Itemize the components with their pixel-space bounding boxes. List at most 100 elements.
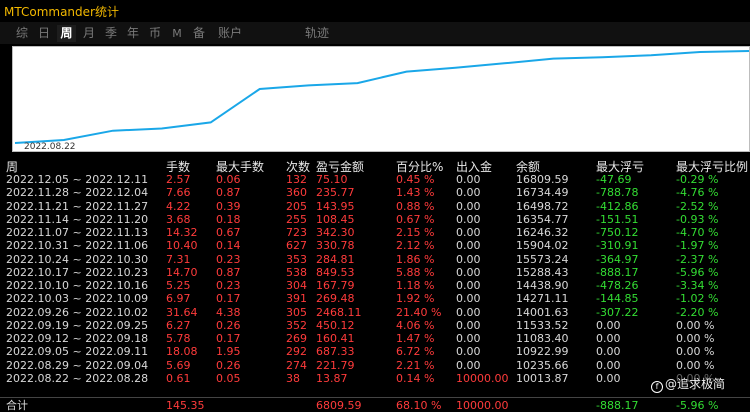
cell-deposit-withdraw: 0.00 (456, 199, 481, 213)
cell-week: 2022.09.12 ~ 2022.09.18 (6, 332, 149, 345)
cell-max-floating-loss: 0.00 (596, 345, 621, 359)
cell-pnl: 269.48 (316, 292, 355, 306)
cell-pnl: 221.79 (316, 358, 355, 372)
cell-lots: 5.78 (166, 332, 191, 345)
cell-percent: 1.18 % (396, 279, 435, 292)
cell-max-lots: 0.67 (216, 226, 241, 239)
cell-week: 2022.11.28 ~ 2022.12.04 (6, 186, 149, 200)
cell-max-floating-loss: 0.00 (596, 318, 621, 332)
header-deposit-withdraw[interactable]: 出入金 (456, 160, 493, 174)
cell-lots: 18.08 (166, 345, 198, 359)
table-row[interactable]: 2022.11.21 ~ 2022.11.27 4.22 0.39 205 143.95… (0, 200, 750, 213)
cell-max-lots: 0.05 (216, 371, 241, 385)
cell-balance: 14271.11 (516, 292, 569, 306)
cell-count: 391 (286, 292, 307, 306)
cell-max-floating-loss-ratio: -2.37 % (676, 252, 719, 266)
cell-lots: 31.64 (166, 305, 198, 319)
header-week[interactable]: 周 (6, 160, 19, 174)
header-balance[interactable]: 余额 (516, 160, 541, 174)
tab-week[interactable]: 周 (57, 25, 76, 42)
cell-pnl: 284.81 (316, 252, 355, 266)
cell-max-lots: 0.14 (216, 239, 241, 253)
table-row[interactable]: 2022.09.05 ~ 2022.09.11 18.08 1.95 292 687.3… (0, 345, 750, 358)
cell-percent: 1.43 % (396, 186, 435, 200)
table-row[interactable]: 2022.09.12 ~ 2022.09.18 5.78 0.17 269 160.41… (0, 332, 750, 345)
cell-lots: 5.25 (166, 279, 191, 292)
table-row[interactable]: 2022.08.22 ~ 2022.08.28 0.61 0.05 38 13.87 0.… (0, 372, 750, 385)
table-row[interactable]: 2022.09.26 ~ 2022.10.02 31.64 4.38 305 2468.… (0, 306, 750, 319)
cell-count: 269 (286, 332, 307, 345)
header-count[interactable]: 次数 (286, 160, 311, 174)
table-row[interactable]: 2022.11.14 ~ 2022.11.20 3.68 0.18 255 108.45… (0, 213, 750, 226)
table-row[interactable]: 2022.11.07 ~ 2022.11.13 14.32 0.67 723 342.3… (0, 226, 750, 239)
cell-pnl: 2468.11 (316, 305, 362, 319)
cell-deposit-withdraw: 0.00 (456, 305, 481, 319)
total-deposit-withdraw: 10000.00 (456, 399, 509, 412)
cell-max-floating-loss-ratio: 0.00 % (676, 332, 715, 345)
cell-count: 132 (286, 173, 307, 186)
total-label: 合计 (6, 399, 28, 412)
cell-max-floating-loss-ratio: 0.00 % (676, 318, 715, 332)
tab-notes[interactable]: 备 (192, 26, 205, 40)
table-row[interactable]: 2022.12.05 ~ 2022.12.11 2.57 0.06 132 75.10 0… (0, 173, 750, 186)
table-row[interactable]: 2022.08.29 ~ 2022.09.04 5.69 0.26 274 221.79… (0, 359, 750, 372)
cell-percent: 2.15 % (396, 226, 435, 239)
cell-max-floating-loss-ratio: -0.93 % (676, 212, 719, 226)
table-row[interactable]: 2022.11.28 ~ 2022.12.04 7.66 0.87 360 235.77… (0, 186, 750, 199)
cell-deposit-withdraw: 10000.00 (456, 371, 509, 385)
cell-deposit-withdraw: 0.00 (456, 332, 481, 345)
cell-balance: 11533.52 (516, 318, 569, 332)
cell-pnl: 160.41 (316, 332, 355, 345)
tab-year[interactable]: 年 (126, 26, 139, 40)
cell-lots: 0.61 (166, 371, 191, 385)
tab-currency[interactable]: 币 (148, 26, 161, 40)
cell-max-lots: 0.23 (216, 252, 241, 266)
header-max-lots[interactable]: 最大手数 (216, 160, 265, 174)
cell-lots: 14.70 (166, 265, 198, 279)
cell-max-floating-loss-ratio: -1.02 % (676, 292, 719, 306)
cell-week: 2022.10.10 ~ 2022.10.16 (6, 279, 149, 292)
tab-quarter[interactable]: 季 (104, 26, 117, 40)
cell-deposit-withdraw: 0.00 (456, 345, 481, 359)
tab-account[interactable]: 账户 (217, 26, 242, 40)
tab-overview[interactable]: 综 (15, 26, 28, 40)
header-max-floating-loss-ratio[interactable]: 最大浮亏比例 (676, 160, 749, 174)
table-row[interactable]: 2022.10.10 ~ 2022.10.16 5.25 0.23 304 167.79… (0, 279, 750, 292)
header-percent[interactable]: 百分比% (396, 160, 444, 174)
cell-lots: 6.27 (166, 318, 191, 332)
cell-balance: 16809.59 (516, 173, 569, 186)
cell-max-lots: 0.23 (216, 279, 241, 292)
header-lots[interactable]: 手数 (166, 160, 191, 174)
cell-week: 2022.09.26 ~ 2022.10.02 (6, 305, 149, 319)
cell-lots: 14.32 (166, 226, 198, 239)
cell-deposit-withdraw: 0.00 (456, 186, 481, 200)
table-row[interactable]: 2022.10.03 ~ 2022.10.09 6.97 0.17 391 269.48… (0, 292, 750, 305)
cell-percent: 2.12 % (396, 239, 435, 253)
tab-month[interactable]: 月 (82, 26, 95, 40)
header-pnl[interactable]: 盈亏金额 (316, 160, 365, 174)
tab-m[interactable]: M (172, 27, 182, 40)
cell-deposit-withdraw: 0.00 (456, 292, 481, 306)
cell-count: 255 (286, 212, 307, 226)
cell-count: 304 (286, 279, 307, 292)
tab-trajectory[interactable]: 轨迹 (304, 26, 329, 40)
cell-pnl: 342.30 (316, 226, 355, 239)
total-max-floating-loss-ratio: -5.96 % (676, 399, 719, 412)
cell-max-lots: 4.38 (216, 305, 241, 319)
table-row[interactable]: 2022.10.24 ~ 2022.10.30 7.31 0.23 353 284.81… (0, 253, 750, 266)
table-row[interactable]: 2022.10.31 ~ 2022.11.06 10.40 0.14 627 330.7… (0, 239, 750, 252)
tab-day[interactable]: 日 (37, 26, 50, 40)
cell-percent: 0.67 % (396, 212, 435, 226)
cell-max-floating-loss: -151.51 (596, 212, 639, 226)
cell-deposit-withdraw: 0.00 (456, 212, 481, 226)
cell-count: 723 (286, 226, 307, 239)
header-max-floating-loss[interactable]: 最大浮亏 (596, 160, 645, 174)
table-row[interactable]: 2022.09.19 ~ 2022.09.25 6.27 0.26 352 450.12… (0, 319, 750, 332)
cell-pnl: 143.95 (316, 199, 355, 213)
table-row[interactable]: 2022.10.17 ~ 2022.10.23 14.70 0.87 538 849.5… (0, 266, 750, 279)
cell-max-floating-loss-ratio: 0.00 % (676, 345, 715, 359)
cell-lots: 2.57 (166, 173, 191, 186)
cell-balance: 10922.99 (516, 345, 569, 359)
cell-pnl: 13.87 (316, 371, 348, 385)
title-bar: MTCommander统计 (0, 0, 750, 20)
